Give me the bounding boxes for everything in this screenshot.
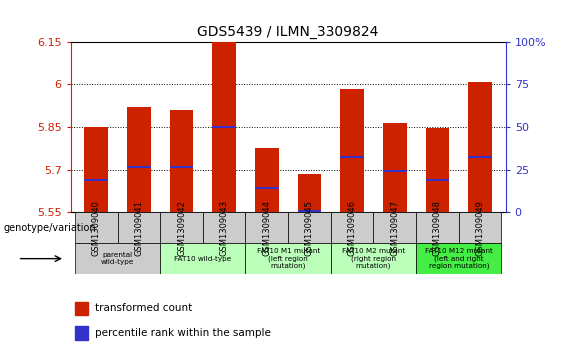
Title: GDS5439 / ILMN_3309824: GDS5439 / ILMN_3309824 — [197, 25, 379, 39]
Text: percentile rank within the sample: percentile rank within the sample — [94, 328, 271, 338]
Bar — [298, 210, 321, 212]
Bar — [373, 212, 416, 243]
Bar — [75, 302, 88, 315]
Text: GSM1309043: GSM1309043 — [220, 200, 229, 256]
Text: genotype/variation: genotype/variation — [3, 223, 96, 233]
Bar — [75, 326, 88, 340]
Bar — [85, 127, 108, 212]
Bar — [160, 212, 203, 243]
Bar — [383, 170, 406, 172]
Bar — [212, 42, 236, 212]
Bar — [170, 110, 193, 212]
Text: GSM1309044: GSM1309044 — [262, 200, 271, 256]
Text: GSM1309042: GSM1309042 — [177, 200, 186, 256]
Bar — [288, 212, 331, 243]
Bar — [118, 212, 160, 243]
Bar — [459, 212, 501, 243]
Text: FAT10 M12 mutant
(left and right
region mutation): FAT10 M12 mutant (left and right region … — [425, 248, 493, 269]
Bar — [416, 243, 501, 274]
Text: GSM1309041: GSM1309041 — [134, 200, 144, 256]
Bar — [160, 243, 246, 274]
Bar — [383, 123, 406, 212]
Bar — [127, 166, 151, 168]
Bar — [468, 82, 492, 212]
Text: parental
wild-type: parental wild-type — [101, 252, 134, 265]
Bar — [425, 179, 449, 181]
Text: GSM1309047: GSM1309047 — [390, 200, 399, 256]
Text: GSM1309046: GSM1309046 — [347, 200, 357, 256]
Text: GSM1309040: GSM1309040 — [92, 200, 101, 256]
Bar — [85, 179, 108, 181]
Bar — [246, 212, 288, 243]
Bar — [298, 174, 321, 212]
Bar — [340, 89, 364, 212]
Text: transformed count: transformed count — [94, 303, 192, 313]
Bar — [170, 166, 193, 168]
Text: FAT10 M1 mutant
(left region
mutation): FAT10 M1 mutant (left region mutation) — [257, 248, 320, 269]
Bar — [331, 212, 373, 243]
Bar — [340, 156, 364, 158]
Bar — [331, 243, 416, 274]
Bar — [75, 212, 118, 243]
Bar — [255, 187, 279, 189]
Bar — [75, 243, 160, 274]
Text: GSM1309048: GSM1309048 — [433, 200, 442, 256]
Bar — [203, 212, 246, 243]
Bar — [127, 107, 151, 212]
Text: GSM1309049: GSM1309049 — [476, 200, 485, 256]
Text: FAT10 M2 mutant
(right region
mutation): FAT10 M2 mutant (right region mutation) — [342, 248, 405, 269]
Text: GSM1309045: GSM1309045 — [305, 200, 314, 256]
Bar — [416, 212, 459, 243]
Bar — [425, 129, 449, 212]
Text: FAT10 wild-type: FAT10 wild-type — [174, 256, 232, 262]
Bar — [255, 148, 279, 212]
Bar — [212, 126, 236, 128]
Bar — [246, 243, 331, 274]
Bar — [468, 156, 492, 158]
